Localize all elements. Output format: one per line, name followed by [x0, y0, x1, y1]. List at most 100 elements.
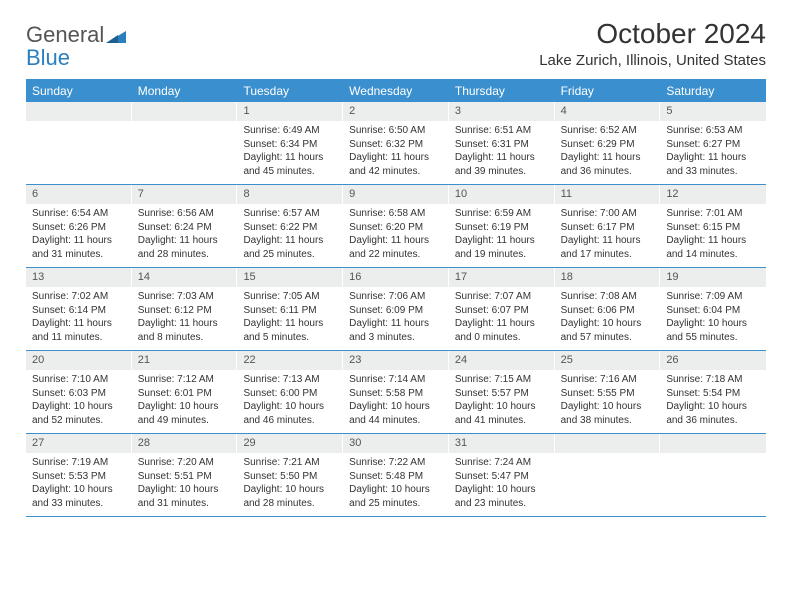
cell-line: Daylight: 10 hours and 33 minutes.: [32, 483, 126, 510]
calendar-page: General Blue October 2024 Lake Zurich, I…: [0, 0, 792, 527]
cell-line: Sunrise: 7:01 AM: [666, 207, 760, 221]
calendar-cell: 23Sunrise: 7:14 AMSunset: 5:58 PMDayligh…: [343, 351, 449, 433]
cell-line: Daylight: 10 hours and 49 minutes.: [138, 400, 232, 427]
cell-line: Daylight: 11 hours and 25 minutes.: [243, 234, 337, 261]
weeks-container: 1Sunrise: 6:49 AMSunset: 6:34 PMDaylight…: [26, 102, 766, 517]
cell-body: Sunrise: 7:02 AMSunset: 6:14 PMDaylight:…: [26, 287, 132, 350]
calendar-cell: 11Sunrise: 7:00 AMSunset: 6:17 PMDayligh…: [555, 185, 661, 267]
day-number: 2: [343, 102, 449, 121]
day-number: 5: [660, 102, 766, 121]
weekday-header: Monday: [132, 80, 238, 102]
cell-line: Sunrise: 7:22 AM: [349, 456, 443, 470]
cell-line: Sunrise: 7:19 AM: [32, 456, 126, 470]
cell-line: Daylight: 11 hours and 31 minutes.: [32, 234, 126, 261]
cell-line: Sunset: 5:51 PM: [138, 470, 232, 484]
cell-line: Sunset: 6:14 PM: [32, 304, 126, 318]
cell-line: Sunrise: 7:05 AM: [243, 290, 337, 304]
cell-line: Sunrise: 7:03 AM: [138, 290, 232, 304]
cell-line: Sunset: 6:00 PM: [243, 387, 337, 401]
cell-line: Sunset: 6:29 PM: [561, 138, 655, 152]
cell-line: Sunset: 6:01 PM: [138, 387, 232, 401]
cell-body: [555, 453, 661, 462]
cell-line: Daylight: 10 hours and 44 minutes.: [349, 400, 443, 427]
day-number: 7: [132, 185, 238, 204]
cell-line: Sunset: 6:04 PM: [666, 304, 760, 318]
calendar-cell: 17Sunrise: 7:07 AMSunset: 6:07 PMDayligh…: [449, 268, 555, 350]
calendar-cell: 20Sunrise: 7:10 AMSunset: 6:03 PMDayligh…: [26, 351, 132, 433]
day-number: 10: [449, 185, 555, 204]
cell-line: Sunset: 6:27 PM: [666, 138, 760, 152]
calendar-grid: SundayMondayTuesdayWednesdayThursdayFrid…: [26, 79, 766, 517]
cell-line: Daylight: 10 hours and 57 minutes.: [561, 317, 655, 344]
cell-line: Daylight: 11 hours and 19 minutes.: [455, 234, 549, 261]
cell-line: Sunrise: 7:10 AM: [32, 373, 126, 387]
cell-line: Sunrise: 7:18 AM: [666, 373, 760, 387]
day-number: 11: [555, 185, 661, 204]
cell-line: Sunset: 5:55 PM: [561, 387, 655, 401]
day-number: 25: [555, 351, 661, 370]
calendar-cell-empty: [132, 102, 238, 184]
calendar-cell: 25Sunrise: 7:16 AMSunset: 5:55 PMDayligh…: [555, 351, 661, 433]
cell-line: Sunset: 6:24 PM: [138, 221, 232, 235]
cell-line: Sunrise: 7:00 AM: [561, 207, 655, 221]
page-header: General Blue October 2024 Lake Zurich, I…: [26, 18, 766, 69]
cell-line: Sunset: 6:03 PM: [32, 387, 126, 401]
day-number: 19: [660, 268, 766, 287]
calendar-cell: 21Sunrise: 7:12 AMSunset: 6:01 PMDayligh…: [132, 351, 238, 433]
weekday-header: Saturday: [660, 80, 766, 102]
day-number: 20: [26, 351, 132, 370]
cell-body: Sunrise: 6:53 AMSunset: 6:27 PMDaylight:…: [660, 121, 766, 184]
cell-line: Sunset: 6:32 PM: [349, 138, 443, 152]
day-number: 23: [343, 351, 449, 370]
cell-line: Daylight: 10 hours and 28 minutes.: [243, 483, 337, 510]
calendar-cell: 30Sunrise: 7:22 AMSunset: 5:48 PMDayligh…: [343, 434, 449, 516]
calendar-cell: 28Sunrise: 7:20 AMSunset: 5:51 PMDayligh…: [132, 434, 238, 516]
cell-line: Sunset: 6:34 PM: [243, 138, 337, 152]
cell-line: Daylight: 11 hours and 3 minutes.: [349, 317, 443, 344]
cell-body: Sunrise: 7:09 AMSunset: 6:04 PMDaylight:…: [660, 287, 766, 350]
brand-text: General Blue: [26, 24, 126, 69]
day-number: [660, 434, 766, 453]
calendar-cell: 14Sunrise: 7:03 AMSunset: 6:12 PMDayligh…: [132, 268, 238, 350]
cell-body: [26, 121, 132, 130]
cell-body: Sunrise: 7:15 AMSunset: 5:57 PMDaylight:…: [449, 370, 555, 433]
brand-part2: Blue: [26, 45, 70, 70]
day-number: [555, 434, 661, 453]
weekday-header: Friday: [555, 80, 661, 102]
calendar-cell: 6Sunrise: 6:54 AMSunset: 6:26 PMDaylight…: [26, 185, 132, 267]
cell-line: Sunset: 6:11 PM: [243, 304, 337, 318]
cell-line: Sunrise: 7:15 AM: [455, 373, 549, 387]
brand-part1: General: [26, 22, 104, 47]
week-row: 6Sunrise: 6:54 AMSunset: 6:26 PMDaylight…: [26, 185, 766, 268]
cell-line: Sunrise: 7:08 AM: [561, 290, 655, 304]
cell-body: Sunrise: 7:05 AMSunset: 6:11 PMDaylight:…: [237, 287, 343, 350]
cell-line: Sunset: 5:50 PM: [243, 470, 337, 484]
cell-line: Daylight: 11 hours and 5 minutes.: [243, 317, 337, 344]
cell-line: Sunrise: 6:58 AM: [349, 207, 443, 221]
calendar-cell: 24Sunrise: 7:15 AMSunset: 5:57 PMDayligh…: [449, 351, 555, 433]
cell-body: [132, 121, 238, 130]
cell-body: Sunrise: 7:10 AMSunset: 6:03 PMDaylight:…: [26, 370, 132, 433]
cell-line: Daylight: 10 hours and 55 minutes.: [666, 317, 760, 344]
cell-body: Sunrise: 7:19 AMSunset: 5:53 PMDaylight:…: [26, 453, 132, 516]
day-number: 14: [132, 268, 238, 287]
cell-line: Sunrise: 6:53 AM: [666, 124, 760, 138]
brand-logo: General Blue: [26, 18, 126, 69]
weekday-header: Thursday: [449, 80, 555, 102]
day-number: 9: [343, 185, 449, 204]
week-row: 1Sunrise: 6:49 AMSunset: 6:34 PMDaylight…: [26, 102, 766, 185]
calendar-cell: 18Sunrise: 7:08 AMSunset: 6:06 PMDayligh…: [555, 268, 661, 350]
weekday-header: Tuesday: [237, 80, 343, 102]
cell-line: Sunset: 5:58 PM: [349, 387, 443, 401]
weekday-header-row: SundayMondayTuesdayWednesdayThursdayFrid…: [26, 80, 766, 102]
day-number: 24: [449, 351, 555, 370]
cell-line: Sunset: 6:17 PM: [561, 221, 655, 235]
calendar-cell: 10Sunrise: 6:59 AMSunset: 6:19 PMDayligh…: [449, 185, 555, 267]
cell-body: Sunrise: 6:59 AMSunset: 6:19 PMDaylight:…: [449, 204, 555, 267]
cell-body: Sunrise: 7:06 AMSunset: 6:09 PMDaylight:…: [343, 287, 449, 350]
weekday-header: Sunday: [26, 80, 132, 102]
cell-line: Sunrise: 7:21 AM: [243, 456, 337, 470]
cell-body: [660, 453, 766, 462]
calendar-cell: 16Sunrise: 7:06 AMSunset: 6:09 PMDayligh…: [343, 268, 449, 350]
cell-line: Sunset: 6:07 PM: [455, 304, 549, 318]
